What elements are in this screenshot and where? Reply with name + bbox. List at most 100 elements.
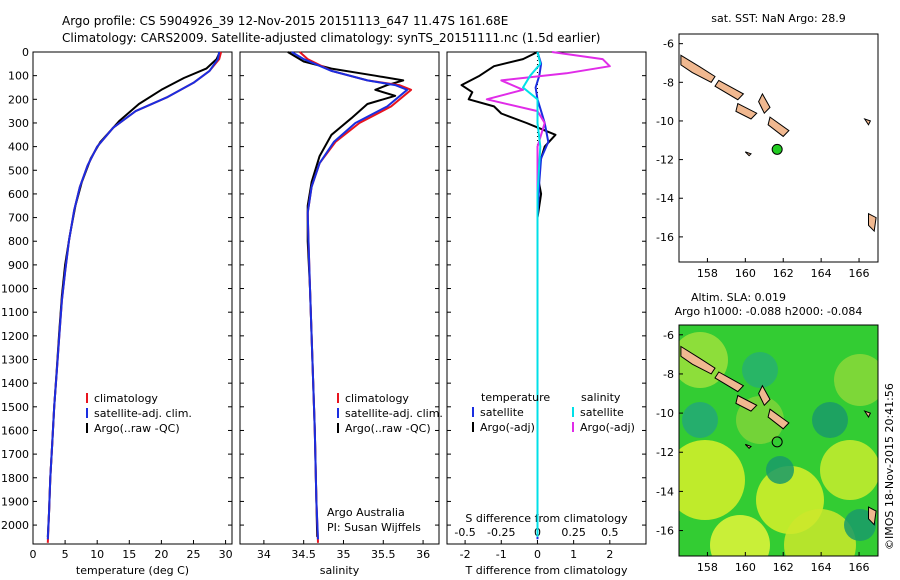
depth-tick-label: 1200 xyxy=(1,330,29,343)
map-lon-label: 160 xyxy=(735,267,756,280)
island-0 xyxy=(680,54,716,83)
temperature-xtick-label: 0 xyxy=(30,548,37,561)
salinity-xtick-label: 36 xyxy=(416,548,430,561)
island-4 xyxy=(767,408,790,430)
difference-series-2 xyxy=(522,51,542,537)
map-frame xyxy=(678,33,879,263)
temperature-xtick-label: 30 xyxy=(219,548,233,561)
sla-patch xyxy=(679,332,728,388)
depth-tick-label: 500 xyxy=(8,164,29,177)
sla-patch xyxy=(682,402,718,438)
map-lon-label: 162 xyxy=(773,561,794,574)
depth-tick-label: 1700 xyxy=(1,448,29,461)
island-7 xyxy=(863,118,872,126)
s-diff-tick-label: 0.25 xyxy=(561,526,586,539)
temperature-xtick-label: 25 xyxy=(186,548,200,561)
salinity-xtick-label: 34.5 xyxy=(291,548,316,561)
s-diff-tick-label: 0.5 xyxy=(601,526,619,539)
island-5 xyxy=(744,443,752,450)
map-lon-label: 166 xyxy=(849,267,870,280)
temperature-legend-label-2: Argo(..raw -QC) xyxy=(94,422,180,435)
map-lon-label: 158 xyxy=(697,561,718,574)
salinity-xtick-label: 35.5 xyxy=(371,548,396,561)
map-lat-label: -14 xyxy=(656,192,674,205)
salinity-series-2 xyxy=(287,51,405,537)
imos-timestamp-label: ©IMOS 18-Nov-2015 20:41:56 xyxy=(883,383,896,550)
temperature-xtick-label: 5 xyxy=(62,548,69,561)
temperature-series-2 xyxy=(46,51,221,537)
temperature-xtick-label: 20 xyxy=(154,548,168,561)
temperature-series-0 xyxy=(46,51,223,543)
diff-t-legend-label-1: Argo(-adj) xyxy=(480,421,535,434)
diff-s-legend-label-0: satellite xyxy=(580,406,624,419)
map-lat-label: -10 xyxy=(656,115,674,128)
depth-tick-label: 1500 xyxy=(1,401,29,414)
island-7 xyxy=(863,410,872,419)
depth-tick-label: 1800 xyxy=(1,472,29,485)
map-lat-label: -6 xyxy=(663,329,674,342)
map-lon-label: 166 xyxy=(849,561,870,574)
header-line-1: Argo profile: CS 5904926_39 12-Nov-2015 … xyxy=(62,14,508,28)
difference-xtick-label: 2 xyxy=(606,548,613,561)
s-diff-tick-label: -0.25 xyxy=(487,526,515,539)
sla-patch xyxy=(812,402,848,438)
sla-patch xyxy=(784,509,856,556)
sla-map-title-2: Argo h1000: -0.088 h2000: -0.084 xyxy=(675,305,863,318)
map-lat-label: -12 xyxy=(656,446,674,459)
header-line-2: Climatology: CARS2009. Satellite-adjuste… xyxy=(62,31,600,45)
map-lon-label: 164 xyxy=(811,267,832,280)
map-lat-label: -10 xyxy=(656,407,674,420)
map-lat-label: -8 xyxy=(663,76,674,89)
map-lon-label: 160 xyxy=(735,561,756,574)
depth-tick-label: 200 xyxy=(8,93,29,106)
salinity-xtick-label: 35 xyxy=(336,548,350,561)
depth-tick-label: 100 xyxy=(8,70,29,83)
pi-label: PI: Susan Wijffels xyxy=(327,521,421,534)
temperature-xlabel: temperature (deg C) xyxy=(76,564,189,577)
difference-frame xyxy=(446,51,647,545)
sla-map-title-1: Altim. SLA: 0.019 xyxy=(691,291,786,304)
map-lat-label: -14 xyxy=(656,485,674,498)
land-polygons xyxy=(680,345,877,526)
map-lon-label: 162 xyxy=(773,267,794,280)
map-lat-label: -8 xyxy=(663,368,674,381)
argo-float-marker xyxy=(771,436,783,448)
argo-australia-label: Argo Australia xyxy=(327,506,405,519)
island-2 xyxy=(735,102,758,120)
difference-series-1 xyxy=(460,51,557,537)
island-3 xyxy=(758,92,771,115)
island-0 xyxy=(680,345,716,375)
depth-tick-label: 1600 xyxy=(1,424,29,437)
island-6 xyxy=(868,212,877,233)
panel-temperature: 0100200300400500600700800900100011001200… xyxy=(1,46,233,577)
salinity-frame xyxy=(239,51,440,545)
island-3 xyxy=(758,384,771,407)
diff-legend-temp-title: temperature xyxy=(481,391,550,404)
island-5 xyxy=(744,151,752,157)
depth-tick-label: 1300 xyxy=(1,354,29,367)
map-lat-label: -16 xyxy=(656,231,674,244)
depth-tick-label: 700 xyxy=(8,212,29,225)
temperature-legend-label-1: satellite-adj. clim. xyxy=(94,407,192,420)
sla-patch xyxy=(834,354,878,406)
diff-t-legend-label-0: satellite xyxy=(480,406,524,419)
difference-xtick-label: -1 xyxy=(496,548,507,561)
depth-tick-label: 600 xyxy=(8,188,29,201)
map-frame xyxy=(678,324,879,557)
depth-tick-label: 400 xyxy=(8,141,29,154)
map-lon-label: 164 xyxy=(811,561,832,574)
salinity-xlabel: salinity xyxy=(320,564,360,577)
panel-salinity: 34 34.5 35 35.5 36 salinity climatology satelli… xyxy=(239,51,443,577)
island-1 xyxy=(714,79,745,101)
land-polygons xyxy=(680,54,877,233)
sla-patch xyxy=(820,440,878,500)
temperature-xtick-label: 10 xyxy=(90,548,104,561)
island-2 xyxy=(735,394,758,412)
difference-xtick-label: -2 xyxy=(460,548,471,561)
sst-map-title: sat. SST: NaN Argo: 28.9 xyxy=(711,12,845,25)
salinity-series-1 xyxy=(291,51,409,540)
salinity-legend-label-0: climatology xyxy=(345,392,409,405)
depth-tick-label: 1400 xyxy=(1,377,29,390)
temperature-series-1 xyxy=(46,51,221,540)
